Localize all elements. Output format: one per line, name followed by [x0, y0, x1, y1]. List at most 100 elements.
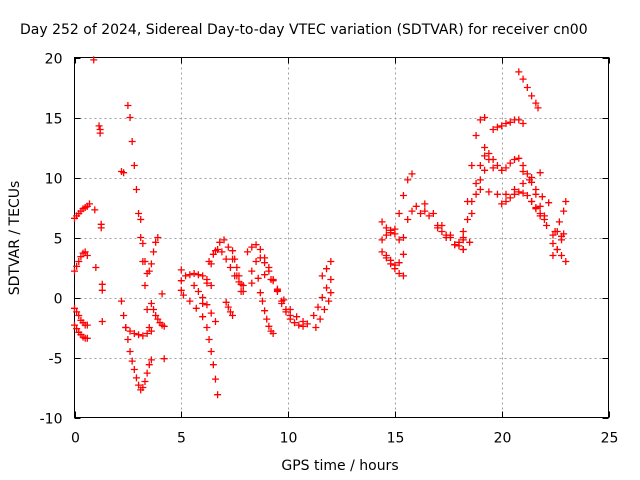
data-point: [515, 188, 523, 196]
data-point: [476, 116, 484, 124]
data-point: [466, 238, 474, 246]
data-point: [476, 176, 484, 184]
series-s36: [459, 152, 497, 241]
data-point: [229, 247, 237, 255]
data-point: [145, 361, 153, 369]
data-point: [515, 116, 523, 124]
data-point: [150, 306, 158, 313]
data-point: [75, 312, 83, 319]
data-point: [160, 322, 168, 330]
data-point: [154, 234, 162, 241]
data-point: [506, 118, 514, 126]
series-s37: [489, 116, 527, 133]
data-point: [286, 312, 294, 319]
data-point: [220, 236, 228, 244]
data-point: [120, 169, 128, 177]
series-s18: [222, 298, 237, 319]
data-point: [83, 321, 91, 329]
data-point: [551, 228, 559, 235]
data-point: [446, 234, 454, 241]
data-point: [130, 366, 138, 373]
series-s27: [378, 170, 416, 237]
data-point: [147, 327, 155, 335]
data-point: [147, 300, 155, 307]
data-point: [395, 210, 403, 217]
data-point: [158, 290, 166, 298]
series-s14: [179, 291, 222, 399]
data-point: [382, 231, 390, 239]
series-s15: [190, 282, 219, 325]
data-point: [233, 264, 241, 271]
x-axis-label: GPS time / hours: [281, 458, 398, 474]
data-point: [71, 304, 78, 312]
data-point: [141, 282, 149, 289]
data-point: [218, 248, 226, 256]
series-s9: [137, 216, 162, 277]
data-point: [199, 313, 207, 321]
series-s13: [182, 270, 215, 289]
series-s16: [199, 236, 245, 307]
data-point: [399, 250, 407, 258]
x-tick-label: 5: [177, 431, 186, 447]
data-point: [98, 280, 106, 288]
data-point: [318, 294, 326, 301]
data-point: [558, 236, 566, 244]
data-point: [543, 222, 551, 229]
data-point: [498, 200, 506, 208]
data-point: [96, 129, 104, 137]
data-point: [137, 216, 145, 223]
data-point: [252, 241, 260, 249]
data-point: [265, 267, 273, 275]
plot-frame: [74, 57, 609, 418]
data-point: [528, 198, 536, 205]
series-s10: [147, 300, 168, 330]
data-point: [395, 259, 403, 267]
data-point: [519, 75, 527, 83]
data-point: [327, 276, 335, 283]
series-s34: [434, 166, 489, 249]
data-point: [132, 186, 140, 193]
data-point: [391, 230, 399, 238]
data-point: [147, 260, 155, 268]
data-point: [536, 169, 544, 177]
data-point: [147, 356, 155, 364]
data-point: [408, 207, 416, 215]
data-point: [464, 216, 472, 223]
data-point: [209, 361, 217, 369]
data-point: [73, 262, 81, 270]
data-point: [194, 288, 202, 295]
data-point: [528, 92, 536, 100]
data-point: [73, 325, 81, 333]
data-point: [519, 120, 527, 127]
data-point: [519, 180, 527, 187]
data-point: [468, 198, 476, 205]
axis-ticks: [74, 57, 610, 419]
data-point: [280, 296, 288, 304]
data-point: [211, 318, 219, 325]
data-point: [207, 309, 215, 317]
data-point: [97, 224, 105, 232]
data-point: [560, 207, 568, 215]
data-point: [459, 246, 467, 253]
data-point: [323, 284, 331, 292]
data-point: [481, 144, 489, 151]
data-point: [502, 164, 510, 172]
y-tick-label: 5: [54, 232, 63, 248]
data-point: [523, 84, 531, 91]
data-point: [145, 267, 153, 275]
data-point: [126, 114, 134, 121]
data-point: [126, 348, 134, 355]
data-point: [515, 68, 523, 76]
data-point: [310, 312, 318, 319]
y-axis-label: SDTVAR / TECUs: [7, 181, 23, 296]
series-s23: [256, 289, 277, 337]
data-point: [489, 126, 497, 133]
data-point: [258, 297, 266, 305]
y-tick-label: -5: [49, 352, 63, 368]
data-point: [408, 170, 416, 178]
data-point: [207, 348, 215, 355]
data-point: [502, 190, 510, 198]
data-point: [135, 381, 143, 389]
data-point: [323, 265, 331, 273]
